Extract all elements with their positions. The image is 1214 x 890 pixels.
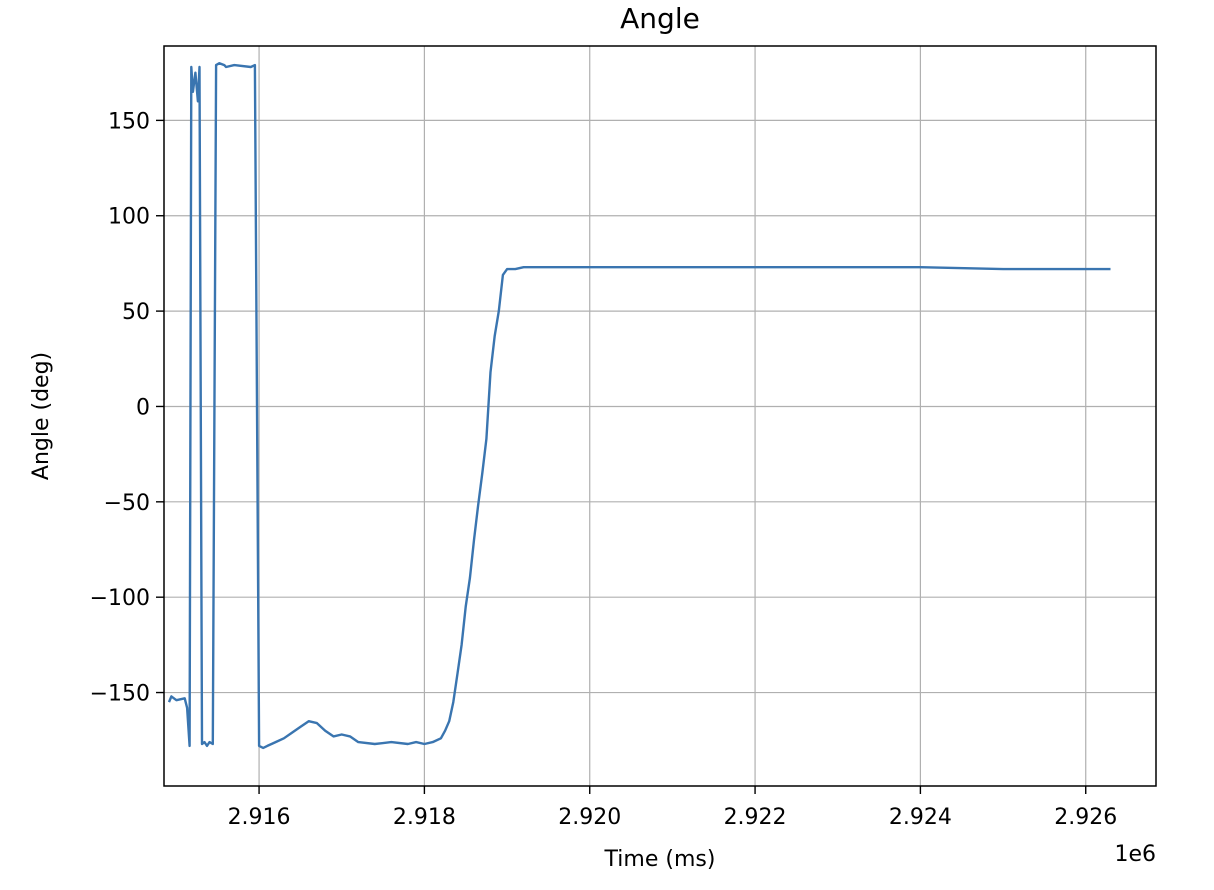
- x-tick-label: 2.926: [1054, 805, 1117, 830]
- grid: [164, 46, 1156, 786]
- angle-series-line: [167, 62, 1111, 750]
- chart-title: Angle: [620, 2, 700, 35]
- plot-area: [164, 46, 1156, 786]
- x-tick-label: 2.918: [393, 805, 456, 830]
- y-tick-label: 0: [136, 395, 150, 420]
- x-tick-label: 2.916: [228, 805, 291, 830]
- plot-frame: [163, 45, 1157, 787]
- y-tick-label: −50: [104, 491, 150, 516]
- y-tick-label: −150: [90, 682, 150, 707]
- series-layer: [167, 62, 1111, 750]
- y-tick-label: 50: [122, 300, 150, 325]
- x-tick-label: 2.922: [724, 805, 787, 830]
- x-tick-label: 2.924: [889, 805, 952, 830]
- y-tick-label: −100: [90, 586, 150, 611]
- y-tick-label: 150: [108, 109, 150, 134]
- y-tick-label: 100: [108, 205, 150, 230]
- x-offset-label: 1e6: [1114, 842, 1156, 867]
- y-axis-title: Angle (deg): [29, 352, 54, 480]
- x-tick-label: 2.920: [558, 805, 621, 830]
- ticks: 2.916 2.918 2.920 2.922 2.924 2.926 150 100 50 0 −…: [90, 109, 1118, 830]
- x-axis-title: Time (ms): [604, 847, 716, 872]
